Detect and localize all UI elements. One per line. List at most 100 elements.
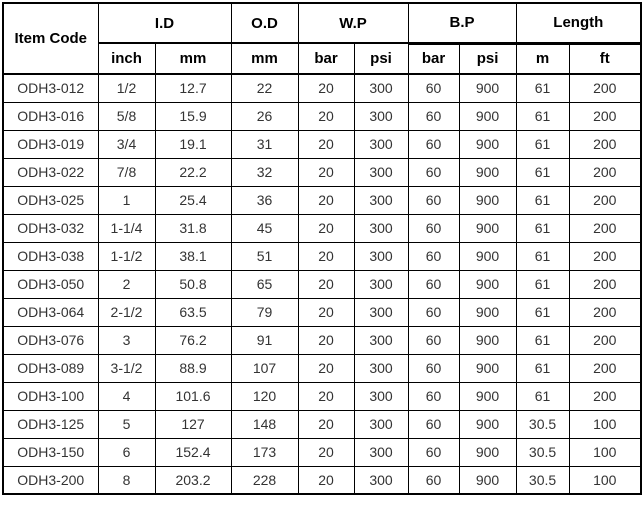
header-group-bp: B.P bbox=[407, 2, 517, 45]
cell-bp-psi: 900 bbox=[458, 409, 517, 439]
cell-length-ft: 200 bbox=[568, 73, 642, 103]
table-row: ODH3-076 3 76.2 91 20 300 60 900 61 200 bbox=[2, 325, 642, 355]
cell-wp-bar: 20 bbox=[297, 353, 355, 383]
cell-id-inch: 6 bbox=[97, 437, 156, 467]
cell-id-inch: 3 bbox=[97, 325, 156, 355]
cell-bp-bar: 60 bbox=[407, 465, 460, 495]
cell-od-mm: 228 bbox=[230, 465, 299, 495]
cell-bp-bar: 60 bbox=[407, 73, 460, 103]
header-group-row: Item Code I.D O.D W.P B.P Length bbox=[2, 2, 642, 75]
cell-length-ft: 200 bbox=[568, 213, 642, 243]
cell-od-mm: 51 bbox=[230, 241, 299, 271]
cell-wp-psi: 300 bbox=[353, 241, 409, 271]
cell-id-mm: 31.8 bbox=[154, 213, 232, 243]
cell-id-mm: 101.6 bbox=[154, 381, 232, 411]
cell-length-ft: 100 bbox=[568, 437, 642, 467]
cell-wp-bar: 20 bbox=[297, 241, 355, 271]
header-unit-length-ft: ft bbox=[568, 42, 642, 75]
table-row: ODH3-125 5 127 148 20 300 60 900 30.5 100 bbox=[2, 409, 642, 439]
cell-od-mm: 91 bbox=[230, 325, 299, 355]
cell-item-code: ODH3-038 bbox=[2, 241, 99, 271]
cell-id-mm: 22.2 bbox=[154, 157, 232, 187]
cell-id-mm: 19.1 bbox=[154, 129, 232, 159]
table-body: ODH3-012 1/2 12.7 22 20 300 60 900 61 200 ODH3-016… bbox=[2, 73, 642, 495]
cell-bp-psi: 900 bbox=[458, 297, 517, 327]
cell-id-mm: 25.4 bbox=[154, 185, 232, 215]
cell-id-mm: 88.9 bbox=[154, 353, 232, 383]
header-unit-bp-bar: bar bbox=[407, 42, 460, 75]
table-row: ODH3-025 1 25.4 36 20 300 60 900 61 200 bbox=[2, 185, 642, 215]
cell-length-ft: 200 bbox=[568, 325, 642, 355]
table-row: ODH3-038 1-1/2 38.1 51 20 300 60 900 61 200 bbox=[2, 241, 642, 271]
header-group-od: O.D bbox=[230, 2, 299, 44]
cell-bp-psi: 900 bbox=[458, 157, 517, 187]
cell-wp-bar: 20 bbox=[297, 73, 355, 103]
cell-wp-bar: 20 bbox=[297, 269, 355, 299]
cell-bp-psi: 900 bbox=[458, 129, 517, 159]
cell-item-code: ODH3-022 bbox=[2, 157, 99, 187]
cell-wp-psi: 300 bbox=[353, 73, 409, 103]
cell-length-m: 61 bbox=[515, 269, 570, 299]
hose-spec-table: Item Code I.D O.D W.P B.P Length inch mm… bbox=[2, 2, 642, 495]
cell-item-code: ODH3-050 bbox=[2, 269, 99, 299]
cell-wp-psi: 300 bbox=[353, 437, 409, 467]
cell-length-m: 61 bbox=[515, 213, 570, 243]
cell-bp-bar: 60 bbox=[407, 269, 460, 299]
table-row: ODH3-012 1/2 12.7 22 20 300 60 900 61 200 bbox=[2, 73, 642, 103]
cell-bp-psi: 900 bbox=[458, 381, 517, 411]
cell-length-m: 61 bbox=[515, 381, 570, 411]
cell-wp-bar: 20 bbox=[297, 465, 355, 495]
cell-length-ft: 200 bbox=[568, 129, 642, 159]
cell-item-code: ODH3-016 bbox=[2, 101, 99, 131]
cell-length-ft: 200 bbox=[568, 241, 642, 271]
cell-bp-psi: 900 bbox=[458, 213, 517, 243]
cell-bp-bar: 60 bbox=[407, 353, 460, 383]
cell-wp-bar: 20 bbox=[297, 297, 355, 327]
cell-bp-bar: 60 bbox=[407, 157, 460, 187]
cell-id-mm: 76.2 bbox=[154, 325, 232, 355]
table-row: ODH3-016 5/8 15.9 26 20 300 60 900 61 200 bbox=[2, 101, 642, 131]
cell-id-mm: 50.8 bbox=[154, 269, 232, 299]
header-unit-wp-bar: bar bbox=[297, 42, 355, 75]
cell-bp-bar: 60 bbox=[407, 185, 460, 215]
cell-bp-psi: 900 bbox=[458, 325, 517, 355]
cell-item-code: ODH3-064 bbox=[2, 297, 99, 327]
cell-od-mm: 148 bbox=[230, 409, 299, 439]
cell-od-mm: 79 bbox=[230, 297, 299, 327]
header-unit-id-mm: mm bbox=[154, 42, 232, 75]
cell-od-mm: 45 bbox=[230, 213, 299, 243]
cell-length-m: 61 bbox=[515, 297, 570, 327]
cell-od-mm: 173 bbox=[230, 437, 299, 467]
cell-bp-bar: 60 bbox=[407, 437, 460, 467]
cell-wp-psi: 300 bbox=[353, 157, 409, 187]
header-group-wp: W.P bbox=[297, 2, 409, 44]
cell-bp-bar: 60 bbox=[407, 101, 460, 131]
cell-id-mm: 152.4 bbox=[154, 437, 232, 467]
header-group-length: Length bbox=[515, 2, 642, 45]
cell-wp-bar: 20 bbox=[297, 325, 355, 355]
header-unit-bp-psi: psi bbox=[458, 42, 517, 75]
cell-length-ft: 200 bbox=[568, 101, 642, 131]
cell-length-m: 30.5 bbox=[515, 465, 570, 495]
cell-bp-bar: 60 bbox=[407, 325, 460, 355]
cell-length-m: 61 bbox=[515, 353, 570, 383]
header-unit-row: inch mm mm bar psi bar psi m ft bbox=[3, 42, 642, 75]
cell-bp-psi: 900 bbox=[458, 353, 517, 383]
cell-item-code: ODH3-032 bbox=[2, 213, 99, 243]
cell-od-mm: 26 bbox=[230, 101, 299, 131]
cell-bp-psi: 900 bbox=[458, 101, 517, 131]
cell-id-inch: 1-1/2 bbox=[97, 241, 156, 271]
header-unit-id-inch: inch bbox=[97, 42, 156, 75]
cell-id-inch: 5/8 bbox=[97, 101, 156, 131]
cell-od-mm: 65 bbox=[230, 269, 299, 299]
cell-length-m: 30.5 bbox=[515, 437, 570, 467]
cell-od-mm: 107 bbox=[230, 353, 299, 383]
cell-length-ft: 200 bbox=[568, 185, 642, 215]
cell-length-m: 30.5 bbox=[515, 409, 570, 439]
cell-wp-psi: 300 bbox=[353, 409, 409, 439]
cell-id-inch: 2 bbox=[97, 269, 156, 299]
cell-od-mm: 31 bbox=[230, 129, 299, 159]
cell-od-mm: 22 bbox=[230, 73, 299, 103]
cell-bp-bar: 60 bbox=[407, 241, 460, 271]
cell-id-mm: 15.9 bbox=[154, 101, 232, 131]
